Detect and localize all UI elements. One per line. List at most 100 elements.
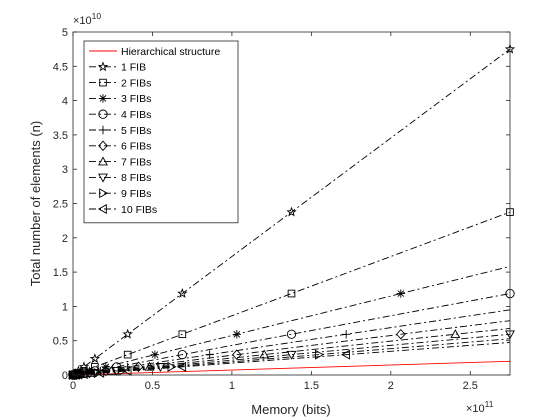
series-4-marker-9 bbox=[232, 330, 242, 339]
y-tick-label-8: 3.5 bbox=[53, 130, 68, 142]
y-tick-label-9: 4 bbox=[62, 96, 68, 108]
legend-entry-10: 9 FIBs bbox=[89, 188, 151, 200]
legend-entry-4: 3 FIBs bbox=[89, 93, 151, 105]
legend-marker-11 bbox=[97, 204, 107, 214]
series-4-marker-6 bbox=[85, 366, 94, 376]
series-8-marker-6 bbox=[106, 365, 117, 375]
x-tick-label-2: 0.5 bbox=[145, 380, 160, 392]
legend-label-10: 9 FIBs bbox=[121, 188, 151, 200]
y-tick-label-7: 3 bbox=[62, 164, 68, 176]
legend-label-5: 4 FIBs bbox=[121, 109, 151, 121]
x-exponent-base: ×10 bbox=[466, 403, 485, 415]
series-5-marker-7 bbox=[112, 362, 122, 372]
x-tick-label-4: 1.5 bbox=[304, 380, 319, 392]
legend-marker-3 bbox=[99, 78, 107, 87]
series-line-3 bbox=[72, 211, 511, 376]
series-2-marker-10 bbox=[177, 287, 188, 298]
y-tick-label-4: 1.5 bbox=[53, 267, 68, 279]
series-3-marker-8 bbox=[91, 363, 99, 371]
series-4-marker-8 bbox=[150, 350, 160, 359]
y-exponent-base: ×10 bbox=[73, 15, 92, 27]
series-3-marker-11 bbox=[287, 289, 296, 298]
legend-marker-4 bbox=[98, 94, 108, 103]
legend-marker-2 bbox=[97, 61, 109, 72]
legend-label-4: 3 FIBs bbox=[121, 93, 151, 105]
series-7-marker-9 bbox=[396, 328, 406, 340]
series-7-marker-5 bbox=[84, 367, 95, 379]
x-exponent-power: 11 bbox=[485, 399, 494, 409]
y-tick-label-10: 4.5 bbox=[53, 61, 68, 73]
y-tick-label-5: 2 bbox=[62, 233, 68, 245]
legend-entry-3: 2 FIBs bbox=[89, 77, 151, 89]
legend-entry-11: 10 FIBs bbox=[89, 204, 157, 216]
series-9-marker-8 bbox=[286, 350, 297, 360]
series-3-marker-9 bbox=[123, 350, 132, 359]
y-tick-label-3: 1 bbox=[62, 301, 68, 313]
series-line-2 bbox=[72, 48, 511, 376]
legend-entry-5: 4 FIBs bbox=[89, 109, 151, 121]
legend-entry-1: Hierarchical structure bbox=[89, 46, 220, 58]
series-2-marker-9 bbox=[122, 328, 133, 339]
legend-label-1: Hierarchical structure bbox=[121, 46, 220, 58]
legend-marker-7 bbox=[98, 140, 108, 152]
series-line-8 bbox=[72, 327, 511, 376]
series-line-9 bbox=[72, 333, 511, 376]
x-tick-label-1: 0 bbox=[70, 380, 76, 392]
series-line-1 bbox=[72, 360, 511, 376]
y-exponent-power: 10 bbox=[92, 11, 102, 21]
y-tick-label-1: 0 bbox=[62, 370, 68, 382]
y-tick-label-11: 5 bbox=[62, 27, 68, 39]
legend-marker-9 bbox=[98, 173, 108, 183]
series-11-marker-7 bbox=[177, 361, 187, 372]
legend-marker-8 bbox=[98, 156, 108, 166]
legend-label-2: 1 FIB bbox=[121, 62, 146, 74]
legend-box bbox=[83, 40, 239, 224]
series-line-10 bbox=[72, 338, 511, 376]
series-2-marker-11 bbox=[286, 206, 297, 217]
series-3-marker-10 bbox=[178, 330, 187, 339]
series-6-marker-9 bbox=[341, 330, 351, 339]
legend-entry-2: 1 FIB bbox=[89, 61, 146, 74]
x-tick-label-6: 2.5 bbox=[463, 380, 478, 392]
legend-label-11: 10 FIBs bbox=[121, 204, 157, 216]
series-7-marker-8 bbox=[232, 349, 242, 360]
series-2-marker-8 bbox=[89, 353, 101, 364]
x-exponent-label: ×1011 bbox=[466, 399, 494, 415]
series-line-5 bbox=[72, 293, 511, 376]
series-1 bbox=[72, 360, 511, 376]
y-tick-label-2: 0.5 bbox=[53, 336, 68, 348]
legend-label-6: 5 FIBs bbox=[121, 125, 151, 137]
legend-label-8: 7 FIBs bbox=[121, 156, 151, 168]
series-8-marker-8 bbox=[259, 349, 270, 359]
legend-marker-10 bbox=[99, 188, 109, 199]
legend-entry-8: 7 FIBs bbox=[89, 156, 151, 168]
series-line-11 bbox=[72, 341, 511, 376]
axes-layer: 0 0.5 1 1.5 2 2.5 0 0.5 1 1.5 2 2.5 3 3.5 4 4.5 5 bbox=[53, 27, 511, 392]
series-line-4 bbox=[72, 265, 511, 376]
series-line-7 bbox=[72, 320, 511, 376]
x-tick-label-5: 2 bbox=[388, 380, 394, 392]
series-11-marker-8 bbox=[341, 349, 350, 360]
series-6-marker-8 bbox=[205, 350, 214, 359]
series-9-marker-7 bbox=[155, 363, 166, 372]
series-line-6 bbox=[72, 309, 511, 376]
series-11-marker-3 bbox=[73, 369, 83, 380]
legend: Hierarchical structure 1 FIB 2 FIBs 3 FIBs 4… bbox=[83, 40, 239, 224]
legend-entry-9: 8 FIBs bbox=[89, 172, 151, 184]
y-exponent-label: ×1010 bbox=[73, 11, 101, 27]
series-8-marker-7 bbox=[144, 361, 155, 371]
y-tick-label-6: 2.5 bbox=[53, 199, 68, 211]
legend-entry-7: 6 FIBs bbox=[89, 140, 151, 153]
legend-label-9: 8 FIBs bbox=[121, 172, 151, 184]
series-11-marker-6 bbox=[122, 365, 132, 376]
series-10-marker-7 bbox=[167, 361, 177, 372]
series-4-marker-10 bbox=[396, 289, 406, 298]
series-8-marker-9 bbox=[450, 329, 461, 339]
y-axis-label: Total number of elements (n) bbox=[28, 121, 43, 286]
legend-entry-6: 5 FIBs bbox=[89, 125, 151, 137]
x-tick-label-3: 1 bbox=[229, 380, 235, 392]
legend-label-3: 2 FIBs bbox=[121, 77, 151, 89]
series-11-marker-4 bbox=[78, 369, 88, 380]
legend-marker-5 bbox=[98, 109, 108, 119]
